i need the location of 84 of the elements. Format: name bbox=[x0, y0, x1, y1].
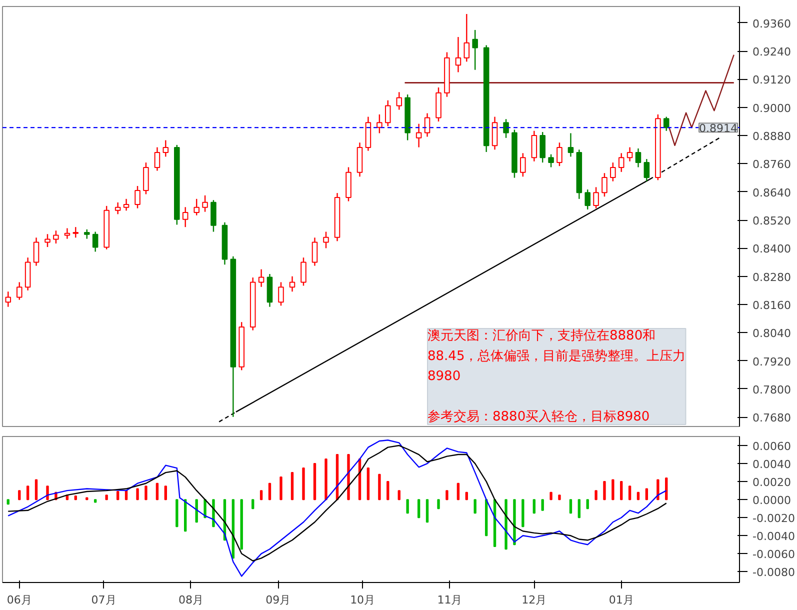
candlestick bbox=[143, 162, 149, 195]
y-tick-label: 0.9120 bbox=[752, 74, 791, 87]
candlestick bbox=[258, 268, 264, 288]
y-tick-label: -0.0040 bbox=[752, 530, 795, 544]
candlestick bbox=[194, 198, 200, 216]
candlestick bbox=[568, 132, 574, 158]
y-tick-label: 0.8160 bbox=[752, 298, 791, 312]
x-tick-label: 09月 bbox=[266, 594, 291, 606]
candlestick bbox=[289, 276, 296, 292]
candlestick bbox=[84, 228, 90, 240]
candlestick bbox=[584, 188, 590, 210]
candlestick bbox=[154, 146, 160, 172]
x-tick-label: 08月 bbox=[178, 594, 204, 606]
candlestick bbox=[424, 112, 430, 138]
candlestick bbox=[33, 237, 40, 266]
x-tick-label: 10月 bbox=[350, 594, 376, 606]
candlestick bbox=[5, 290, 12, 308]
candlestick bbox=[663, 116, 670, 132]
candlestick bbox=[602, 172, 608, 198]
candlestick bbox=[92, 231, 98, 252]
candlestick bbox=[384, 100, 391, 127]
candlestick bbox=[503, 118, 509, 138]
x-tick-label: 06月 bbox=[6, 594, 32, 606]
candlestick bbox=[464, 13, 470, 62]
candlestick bbox=[323, 231, 329, 249]
y-tick-label: -0.0020 bbox=[752, 512, 795, 526]
candlestick bbox=[182, 206, 188, 228]
candlestick bbox=[455, 36, 462, 73]
candlestick bbox=[548, 154, 554, 168]
candlestick bbox=[492, 116, 498, 150]
annotation: 澳元天图：汇价向下，支持位在8880和 88.45，总体偏强，目前是强势整理。上压力 8980 bbox=[428, 328, 686, 384]
candlestick bbox=[44, 234, 50, 248]
y-tick-label: 0.8760 bbox=[752, 158, 791, 172]
candlestick bbox=[644, 158, 650, 182]
y-tick-label: 0.7680 bbox=[752, 412, 791, 425]
candlestick bbox=[540, 131, 546, 164]
candlestick bbox=[626, 146, 633, 162]
candlestick bbox=[210, 199, 216, 232]
y-tick-label: 0.0060 bbox=[752, 440, 791, 454]
candlestick bbox=[610, 162, 616, 182]
x-tick-label: 11月 bbox=[437, 594, 462, 606]
y-tick-label: 0.8520 bbox=[752, 214, 791, 228]
y-tick-label: 0.7800 bbox=[752, 383, 791, 396]
candlestick bbox=[64, 228, 70, 240]
candlestick bbox=[134, 185, 140, 209]
y-tick-label: -0.0080 bbox=[752, 566, 795, 580]
candlestick bbox=[472, 29, 478, 70]
candlestick bbox=[123, 198, 130, 212]
ref-line-label: 0.8914 bbox=[699, 122, 738, 136]
candlestick bbox=[114, 202, 121, 215]
candlestick bbox=[531, 130, 538, 162]
y-tick-label: 0.8400 bbox=[752, 242, 791, 256]
candlestick bbox=[396, 92, 402, 110]
candlestick bbox=[72, 226, 79, 238]
y-tick-label: 0.8640 bbox=[752, 186, 791, 200]
candlestick bbox=[312, 237, 318, 266]
y-tick-label: 0.0020 bbox=[752, 476, 791, 490]
candlestick bbox=[16, 282, 22, 300]
candlestick bbox=[635, 148, 642, 168]
candlestick bbox=[53, 230, 59, 244]
y-tick-label: 0.8280 bbox=[752, 270, 791, 284]
y-tick-label: 0.9000 bbox=[752, 102, 791, 115]
y-tick-label: 0.0040 bbox=[752, 458, 791, 472]
candlestick bbox=[278, 282, 284, 306]
y-tick-label: 0.8880 bbox=[752, 130, 791, 144]
annotation: 参考交易：8880买入轻仓，目标8980 bbox=[428, 408, 650, 424]
candlestick bbox=[593, 186, 599, 209]
candlestick bbox=[416, 123, 422, 148]
x-tick-label: 12月 bbox=[522, 594, 547, 606]
candlestick bbox=[202, 194, 208, 212]
y-tick-label: 0.0000 bbox=[752, 494, 791, 508]
candlestick bbox=[618, 152, 624, 173]
y-tick-label: 0.9240 bbox=[752, 46, 791, 59]
x-tick-label: 01月 bbox=[608, 594, 634, 606]
candlestick bbox=[556, 142, 562, 167]
x-tick-label: 07月 bbox=[91, 594, 116, 606]
y-tick-label: -0.0060 bbox=[752, 548, 795, 562]
candlestick bbox=[300, 256, 306, 286]
candlestick bbox=[376, 114, 382, 134]
y-tick-label: 0.9360 bbox=[752, 17, 791, 30]
y-tick-label: 0.8040 bbox=[752, 327, 791, 340]
candlestick bbox=[162, 140, 169, 158]
y-tick-label: 0.7920 bbox=[752, 355, 791, 368]
candlestick bbox=[520, 152, 526, 178]
